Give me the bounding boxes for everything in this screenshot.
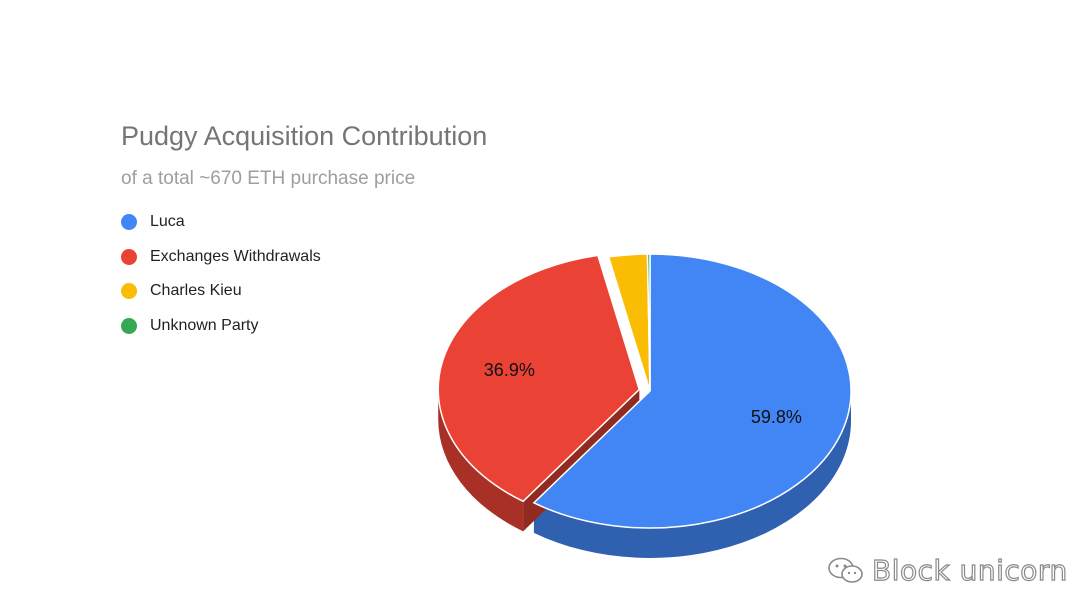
pie-slice-side — [438, 389, 524, 532]
legend: Luca Exchanges Withdrawals Charles Kieu … — [121, 205, 321, 343]
legend-item: Charles Kieu — [121, 274, 321, 309]
watermark: Block unicorn — [826, 553, 1068, 588]
chart-title: Pudgy Acquisition Contribution — [121, 121, 488, 151]
legend-item: Unknown Party — [121, 309, 321, 344]
legend-label: Luca — [150, 213, 185, 231]
pie-data-label: 59.8% — [751, 407, 802, 427]
legend-label: Exchanges Withdrawals — [150, 247, 321, 265]
legend-item: Exchanges Withdrawals — [121, 240, 321, 275]
legend-label: Unknown Party — [150, 316, 259, 334]
pie-slice — [532, 253, 852, 529]
pie-data-label: 36.9% — [484, 360, 535, 380]
pie-slice — [646, 253, 651, 392]
legend-swatch — [121, 283, 137, 300]
wechat-icon — [828, 557, 863, 583]
pie-slice-side — [533, 391, 851, 558]
legend-swatch — [121, 317, 137, 334]
pie-slice — [437, 254, 641, 503]
watermark-text: Block unicorn — [871, 553, 1068, 587]
chart-subtitle: of a total ~670 ETH purchase price — [121, 168, 416, 189]
legend-item: Luca — [121, 205, 321, 240]
legend-label: Charles Kieu — [150, 282, 242, 300]
legend-swatch — [121, 214, 137, 231]
legend-swatch — [121, 248, 137, 265]
pie-tops — [437, 253, 852, 529]
